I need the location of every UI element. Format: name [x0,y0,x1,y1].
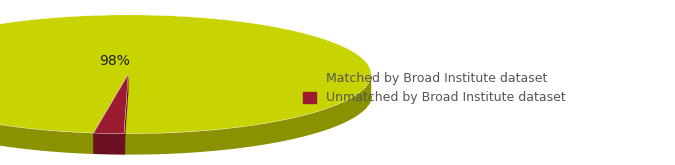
Ellipse shape [0,35,371,153]
Polygon shape [94,74,128,153]
Polygon shape [365,84,369,107]
Polygon shape [330,104,338,127]
Polygon shape [198,130,213,151]
Polygon shape [311,110,321,133]
Polygon shape [301,113,311,136]
Polygon shape [254,123,267,145]
Polygon shape [139,133,154,153]
Polygon shape [79,132,94,153]
Polygon shape [290,116,301,138]
Polygon shape [352,94,357,117]
Polygon shape [0,15,371,134]
Polygon shape [357,91,362,114]
Polygon shape [267,121,279,143]
Polygon shape [49,131,64,151]
Polygon shape [169,132,184,153]
Polygon shape [227,127,240,148]
Legend: Matched by Broad Institute dataset, Unmatched by Broad Institute dataset: Matched by Broad Institute dataset, Unma… [303,72,566,104]
Polygon shape [64,132,79,152]
Polygon shape [154,133,169,153]
Polygon shape [124,74,128,153]
Polygon shape [279,119,290,141]
Polygon shape [0,76,371,98]
Polygon shape [370,76,371,100]
Polygon shape [321,107,330,130]
Polygon shape [124,74,128,153]
Polygon shape [184,131,198,152]
Polygon shape [8,126,22,148]
Polygon shape [338,101,345,124]
Polygon shape [240,125,254,147]
Polygon shape [0,124,8,146]
Polygon shape [94,74,128,153]
Polygon shape [345,98,352,121]
Polygon shape [213,129,227,150]
Polygon shape [94,74,128,134]
Polygon shape [369,80,370,103]
Polygon shape [124,134,139,153]
Polygon shape [22,128,35,149]
Polygon shape [35,129,49,150]
Text: 98%: 98% [99,54,130,68]
Polygon shape [362,87,365,111]
